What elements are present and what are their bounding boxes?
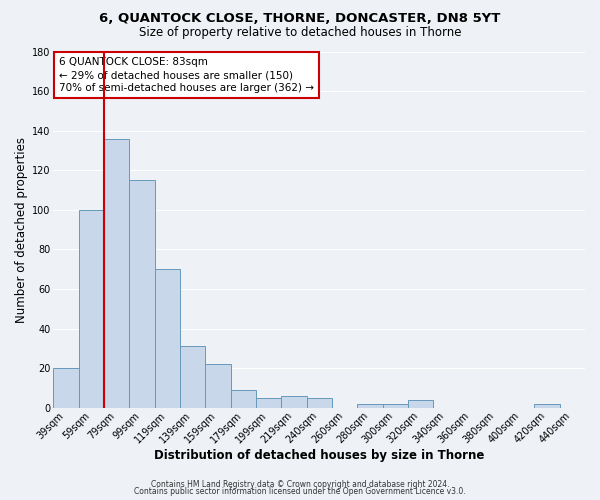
Bar <box>535 404 560 407</box>
Text: Size of property relative to detached houses in Thorne: Size of property relative to detached ho… <box>139 26 461 39</box>
Y-axis label: Number of detached properties: Number of detached properties <box>15 136 28 322</box>
Text: Contains HM Land Registry data © Crown copyright and database right 2024.: Contains HM Land Registry data © Crown c… <box>151 480 449 489</box>
Bar <box>357 404 383 407</box>
Bar <box>53 368 79 408</box>
Bar <box>130 180 155 408</box>
Bar <box>180 346 205 408</box>
Bar <box>256 398 281 407</box>
Bar <box>205 364 230 408</box>
Bar <box>408 400 433 407</box>
Bar <box>155 269 180 407</box>
Bar <box>230 390 256 407</box>
Text: 6, QUANTOCK CLOSE, THORNE, DONCASTER, DN8 5YT: 6, QUANTOCK CLOSE, THORNE, DONCASTER, DN… <box>100 12 500 26</box>
Bar <box>104 138 130 407</box>
Text: 6 QUANTOCK CLOSE: 83sqm
← 29% of detached houses are smaller (150)
70% of semi-d: 6 QUANTOCK CLOSE: 83sqm ← 29% of detache… <box>59 57 314 93</box>
Bar <box>79 210 104 408</box>
Bar <box>383 404 408 407</box>
X-axis label: Distribution of detached houses by size in Thorne: Distribution of detached houses by size … <box>154 450 484 462</box>
Bar <box>281 396 307 407</box>
Bar <box>307 398 332 407</box>
Text: Contains public sector information licensed under the Open Government Licence v3: Contains public sector information licen… <box>134 488 466 496</box>
